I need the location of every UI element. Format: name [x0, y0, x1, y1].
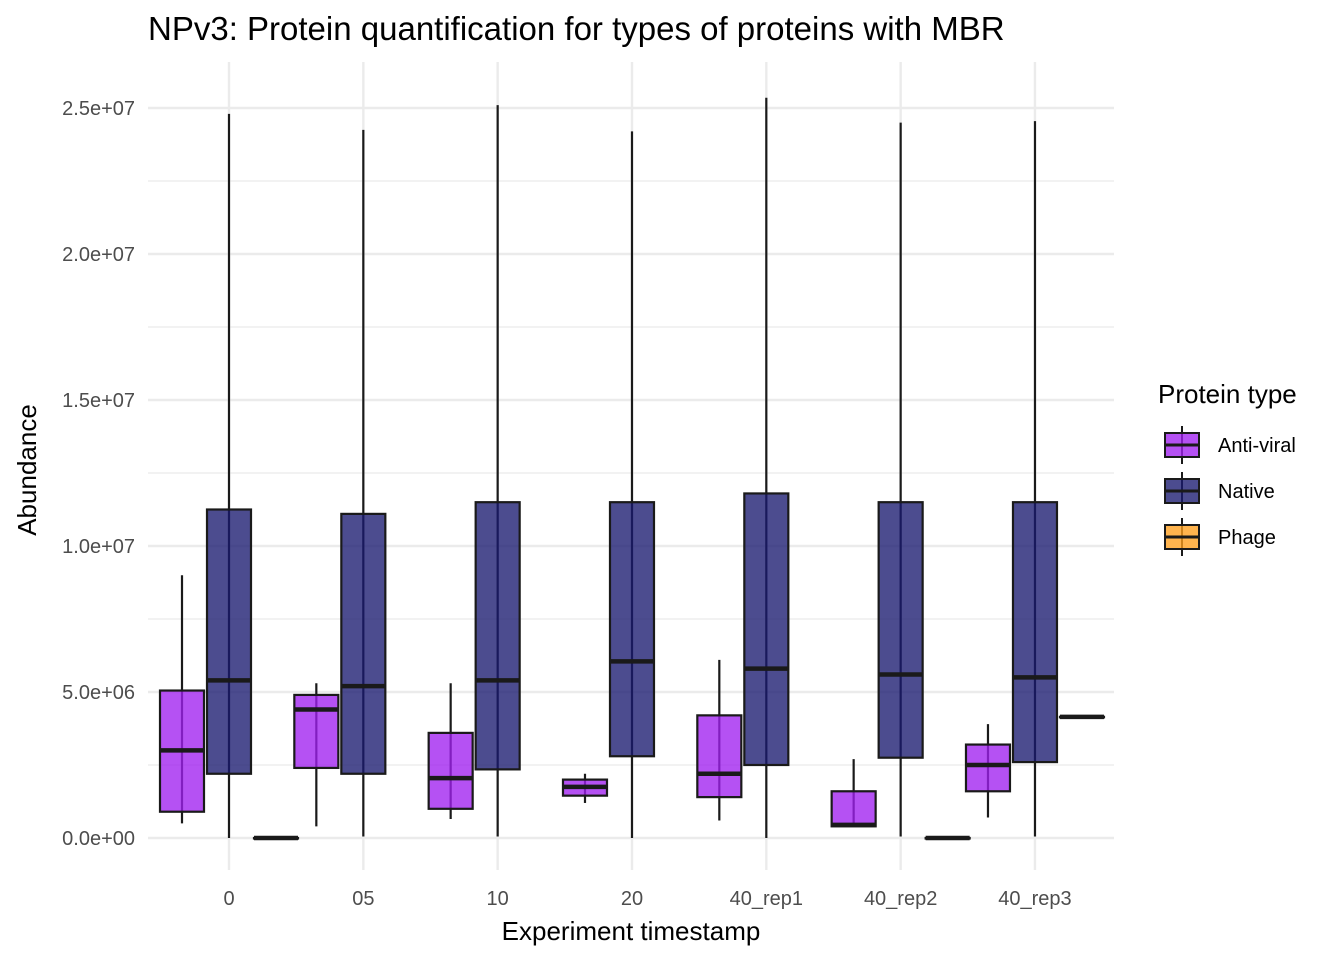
- x-tick-label: 0: [223, 888, 234, 910]
- box-body: [427, 731, 474, 810]
- x-tick-label: 40_rep3: [998, 888, 1071, 910]
- box-phage-0: [252, 835, 300, 841]
- box-body: [340, 512, 387, 775]
- box-body: [696, 714, 743, 799]
- box-anti-viral-40_rep1: [696, 659, 743, 821]
- chart-title: NPv3: Protein quantification for types o…: [148, 10, 1005, 47]
- box-anti-viral-10: [427, 683, 474, 820]
- y-tick-label: 5.0e+06: [62, 682, 135, 704]
- legend-item-native: Native: [1164, 472, 1275, 510]
- legend-label: Native: [1218, 481, 1275, 503]
- box-body: [830, 790, 877, 828]
- box-native-40_rep3: [1011, 121, 1059, 837]
- box-body: [474, 501, 521, 771]
- box-body: [743, 492, 790, 767]
- box-body: [964, 743, 1012, 793]
- box-anti-viral-40_rep3: [964, 724, 1012, 818]
- y-tick-label: 1.0e+07: [62, 536, 135, 558]
- box-phage-40_rep2: [924, 835, 971, 841]
- x-axis-title: Experiment timestamp: [502, 916, 761, 946]
- x-tick-label: 40_rep1: [730, 888, 803, 910]
- box-native-20: [608, 131, 656, 838]
- y-axis-title: Abundance: [12, 404, 42, 536]
- y-axis-ticks: 0.0e+00 5.0e+06 1.0e+07 1.5e+07 2.0e+07 2.5e+…: [62, 98, 135, 850]
- box-body: [608, 501, 656, 758]
- box-anti-viral-05: [293, 683, 340, 827]
- y-tick-label: 0.0e+00: [62, 828, 135, 850]
- x-axis-ticks: 0 05 10 20 40_rep1 40_rep2 40_rep3: [223, 888, 1071, 910]
- box-native-0: [205, 113, 253, 838]
- box-native-40_rep1: [743, 97, 790, 838]
- legend-item-anti-viral: Anti-viral: [1164, 426, 1296, 464]
- box-series: [158, 97, 1106, 841]
- legend-label: Phage: [1218, 527, 1276, 549]
- x-tick-label: 05: [352, 888, 374, 910]
- legend-title: Protein type: [1158, 379, 1297, 409]
- box-anti-viral-20: [561, 773, 609, 803]
- x-tick-label: 20: [621, 888, 643, 910]
- legend: Protein type Anti-viral Native Phage: [1158, 379, 1297, 556]
- legend-label: Anti-viral: [1218, 435, 1296, 457]
- y-tick-label: 2.5e+07: [62, 98, 135, 120]
- x-tick-label: 10: [487, 888, 509, 910]
- y-tick-label: 1.5e+07: [62, 390, 135, 412]
- box-body: [293, 693, 340, 770]
- box-anti-viral-40_rep2: [830, 759, 877, 828]
- box-native-10: [474, 105, 521, 837]
- box-phage-40_rep3: [1058, 714, 1106, 720]
- box-anti-viral-0: [158, 575, 206, 824]
- box-body: [877, 501, 924, 759]
- box-body: [205, 508, 253, 775]
- box-native-40_rep2: [877, 122, 924, 837]
- x-tick-label: 40_rep2: [864, 888, 937, 910]
- box-body: [1011, 501, 1059, 764]
- box-native-05: [340, 129, 387, 837]
- y-tick-label: 2.0e+07: [62, 244, 135, 266]
- legend-item-phage: Phage: [1164, 518, 1276, 556]
